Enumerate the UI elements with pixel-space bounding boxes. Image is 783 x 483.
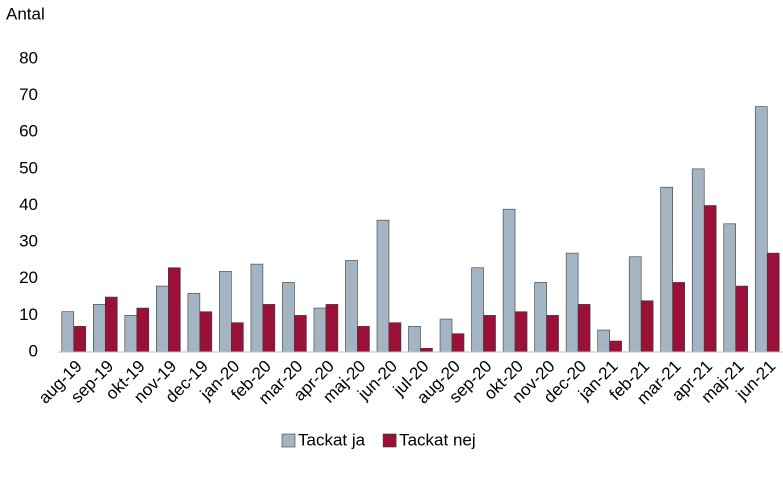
bar [136,307,150,353]
legend-label: Tackat nej [399,430,476,449]
bar [262,304,276,353]
bar [471,267,484,353]
bar [703,205,717,353]
bar [61,311,75,353]
bar [672,282,685,353]
y-tick-label: 10 [19,305,38,324]
bar [723,223,737,353]
bar [73,326,87,353]
bar [766,252,780,353]
bar [219,271,232,353]
bar [124,315,138,353]
bar [534,282,547,353]
y-axis-label: Antal [6,4,45,23]
bar [231,322,244,353]
bar [388,322,402,353]
bar [313,307,327,353]
y-tick-label: 80 [19,48,38,67]
bar [345,260,358,353]
bar [735,285,748,353]
bar [325,304,339,353]
y-tick-label: 30 [19,232,38,251]
bar [168,267,181,353]
bar [640,300,654,353]
legend-swatch [382,433,397,448]
bar [93,304,106,353]
bar [577,304,591,353]
bar [660,186,673,353]
y-tick-label: 20 [19,268,38,287]
bar [514,311,528,353]
bar [282,282,295,353]
bar [691,168,705,353]
bar [597,329,610,353]
bar [628,256,642,353]
legend-label: Tackat ja [298,430,366,449]
bar [439,318,453,353]
bar [250,263,264,353]
bar [451,333,465,353]
bar [420,348,433,353]
bar [483,315,496,353]
bar [754,106,768,353]
bar [104,296,118,353]
bar [546,315,559,353]
bar [156,285,169,353]
bar [357,326,370,353]
bar [408,326,421,353]
y-tick-label: 0 [29,341,38,360]
bar [376,219,390,353]
bar [294,315,307,353]
bar [502,208,516,353]
bar [609,340,622,353]
bar [199,311,213,353]
bar [565,252,579,353]
y-tick-label: 40 [19,195,38,214]
bar [187,293,201,353]
y-tick-label: 60 [19,122,38,141]
y-tick-label: 50 [19,158,38,177]
legend-swatch [281,433,296,448]
y-tick-label: 70 [19,85,38,104]
